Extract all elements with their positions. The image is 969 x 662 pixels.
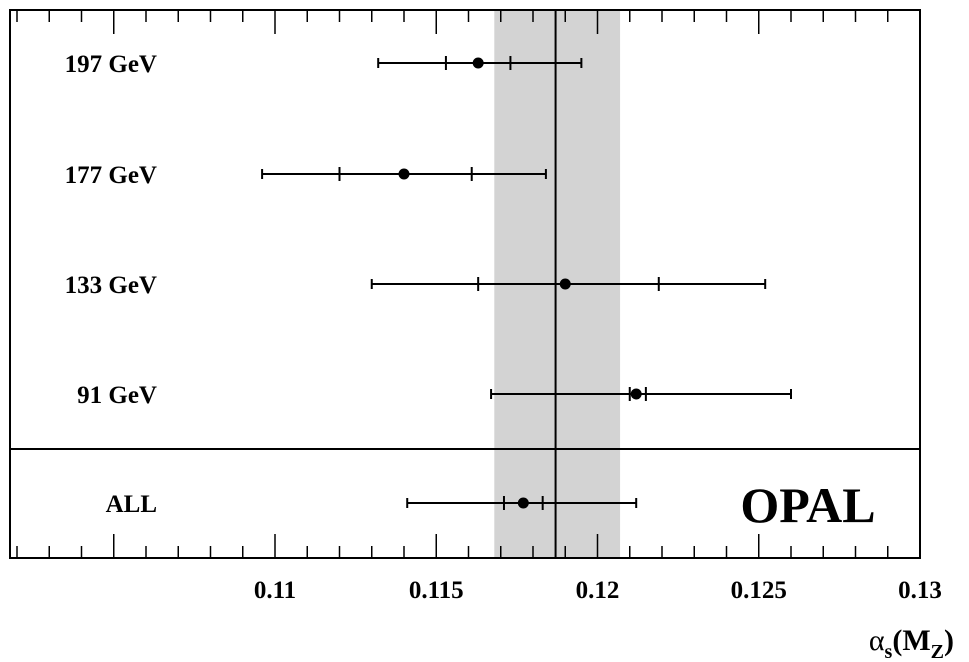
combined-point xyxy=(518,498,529,509)
x-tick-label: 0.125 xyxy=(731,577,787,604)
measurement-2-label: 133 GeV xyxy=(65,272,157,299)
x-tick-label: 0.11 xyxy=(254,577,296,604)
x-tick-label: 0.12 xyxy=(576,577,620,604)
x-tick-label: 0.115 xyxy=(409,577,464,604)
measurement-0-label: 197 GeV xyxy=(65,51,157,78)
x-axis-title: αs(MZ) xyxy=(869,624,954,662)
measurement-1-point xyxy=(399,169,410,180)
measurement-1-label: 177 GeV xyxy=(65,162,157,189)
x-tick-label: 0.13 xyxy=(898,577,942,604)
measurement-3-point xyxy=(631,389,642,400)
measurement-0-point xyxy=(473,58,484,69)
measurement-2-point xyxy=(560,279,571,290)
measurement-3-label: 91 GeV xyxy=(77,382,157,409)
opal-brand-label: OPAL xyxy=(740,477,875,533)
combined-label: ALL xyxy=(106,491,157,518)
